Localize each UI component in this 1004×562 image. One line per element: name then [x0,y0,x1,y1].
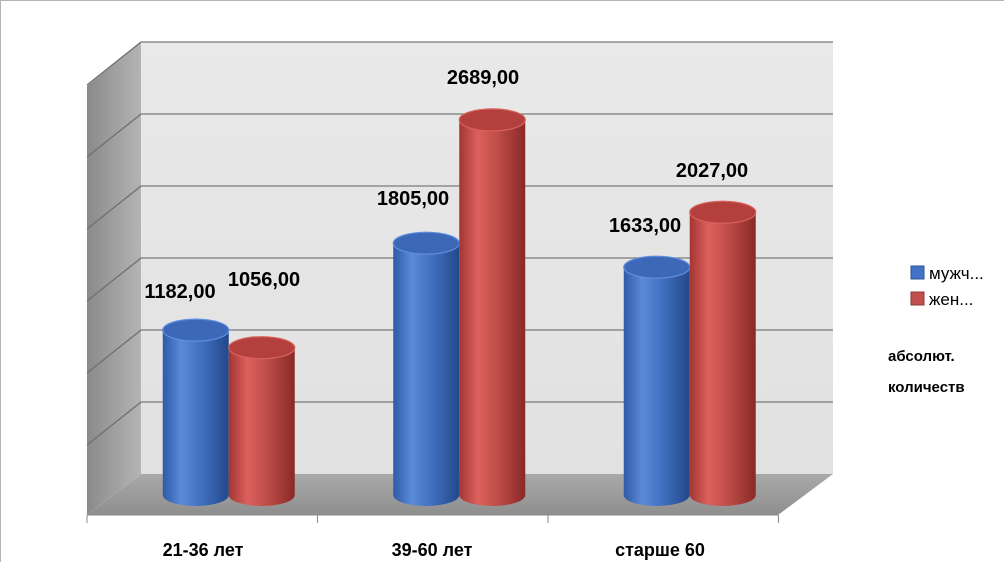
legend-label-women: жен... [929,290,973,309]
bar-body [459,119,526,507]
legend-swatch-women [910,291,925,306]
gridline-side [86,329,142,374]
bars [162,108,757,507]
bar [162,318,230,506]
gridline-side [86,401,142,446]
x-axis-ticks: 21-36 лет 39-60 лет старше 60 [86,515,779,560]
gridline-side [86,257,142,302]
bar [228,336,296,506]
legend: мужч... жен... [910,264,984,309]
bar-top [162,318,230,342]
note-line-2: количеств [888,379,965,396]
bar-body [162,330,229,506]
data-label: 1056,00 [228,269,300,291]
bar-top [623,255,691,279]
bar-body [623,267,690,506]
bar-top [689,200,757,224]
bar [689,200,757,506]
note-line-1: абсолют. [888,348,955,365]
bar-body [393,243,460,506]
x-tick-label: старше 60 [615,540,705,560]
gridline-side [86,185,142,230]
data-label: 1182,00 [144,281,215,303]
x-tick-label: 39-60 лет [392,540,473,560]
data-label: 2689,00 [447,67,519,89]
bar [623,255,691,506]
bar [392,231,460,506]
gridline-side [86,41,142,86]
legend-swatch-men [910,265,925,280]
side-wall [87,42,141,515]
data-label: 1633,00 [609,215,681,237]
gridline-side [86,113,142,158]
bar-top [228,336,296,360]
bar-top [458,108,526,132]
bar-body [689,212,756,506]
bar-top [392,231,460,255]
bar [458,108,526,507]
data-label: 1805,00 [377,188,449,210]
legend-label-men: мужч... [929,264,984,283]
bar-body [228,347,295,506]
data-labels: 1182,00 1056,00 1805,00 2689,00 1633,00 2027,… [144,67,748,303]
x-tick-label: 21-36 лет [163,540,244,560]
data-label: 2027,00 [676,160,748,182]
